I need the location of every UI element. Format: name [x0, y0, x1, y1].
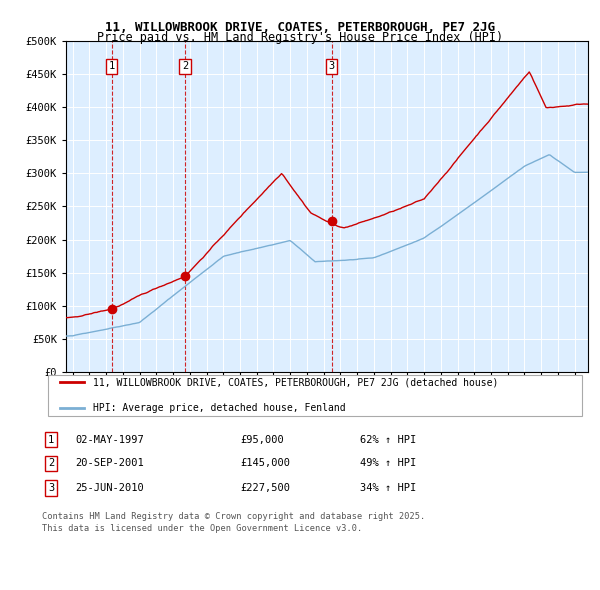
Text: 2: 2: [182, 61, 188, 71]
Text: Price paid vs. HM Land Registry's House Price Index (HPI): Price paid vs. HM Land Registry's House …: [97, 31, 503, 44]
Text: 49% ↑ HPI: 49% ↑ HPI: [360, 458, 416, 468]
Text: £145,000: £145,000: [240, 458, 290, 468]
Text: 11, WILLOWBROOK DRIVE, COATES, PETERBOROUGH, PE7 2JG: 11, WILLOWBROOK DRIVE, COATES, PETERBORO…: [105, 21, 495, 34]
Text: 34% ↑ HPI: 34% ↑ HPI: [360, 483, 416, 493]
Text: 20-SEP-2001: 20-SEP-2001: [75, 458, 144, 468]
Text: £227,500: £227,500: [240, 483, 290, 493]
Text: 11, WILLOWBROOK DRIVE, COATES, PETERBOROUGH, PE7 2JG (detached house): 11, WILLOWBROOK DRIVE, COATES, PETERBORO…: [93, 378, 499, 387]
Text: 62% ↑ HPI: 62% ↑ HPI: [360, 435, 416, 444]
Text: 3: 3: [48, 483, 54, 493]
Text: £95,000: £95,000: [240, 435, 284, 444]
Text: 1: 1: [109, 61, 115, 71]
Text: This data is licensed under the Open Government Licence v3.0.: This data is licensed under the Open Gov…: [42, 523, 362, 533]
Text: HPI: Average price, detached house, Fenland: HPI: Average price, detached house, Fenl…: [93, 404, 346, 413]
Text: 25-JUN-2010: 25-JUN-2010: [75, 483, 144, 493]
Text: 2: 2: [48, 458, 54, 468]
Text: 3: 3: [329, 61, 335, 71]
Text: Contains HM Land Registry data © Crown copyright and database right 2025.: Contains HM Land Registry data © Crown c…: [42, 512, 425, 521]
Text: 02-MAY-1997: 02-MAY-1997: [75, 435, 144, 444]
Text: 1: 1: [48, 435, 54, 444]
